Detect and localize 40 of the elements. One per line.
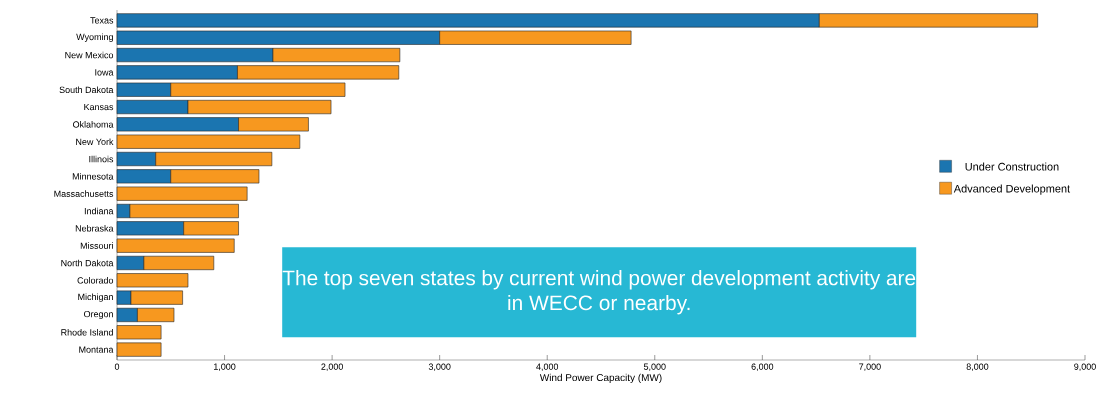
y-tick-label: Oregon <box>83 310 113 320</box>
x-tick-label: 7,000 <box>859 363 881 371</box>
y-tick-label: Missouri <box>80 242 113 249</box>
x-tick-label: 2,000 <box>321 363 343 371</box>
y-tick-label: Texas <box>90 17 114 24</box>
y-tick-label: Nebraska <box>75 225 114 232</box>
y-tick-label: Minnesota <box>72 173 114 180</box>
bar <box>116 134 301 149</box>
bar <box>116 238 235 253</box>
y-tick-label: South Dakota <box>59 86 114 93</box>
bar <box>116 273 189 288</box>
x-tick-label: 6,000 <box>751 363 774 371</box>
y-tick-label: Montana <box>79 346 114 353</box>
y-tick-label: Wyoming <box>76 33 113 42</box>
legend-label: Under Construction <box>965 162 1059 171</box>
x-axis-title: Wind Power Capacity (MW) <box>539 373 662 384</box>
x-tick-label: 3,000 <box>428 363 451 371</box>
bar <box>116 325 162 340</box>
y-tick-label: Rhode Island <box>61 328 113 336</box>
y-tick-label: Massachusetts <box>54 190 114 197</box>
x-tick-label: 4,000 <box>536 363 559 371</box>
y-tick-label: Illinois <box>89 155 114 163</box>
y-tick-label: Kansas <box>84 103 114 111</box>
y-tick-label: Indiana <box>84 207 114 215</box>
x-tick-label: 9,000 <box>1074 363 1096 371</box>
x-tick-label: 1,000 <box>214 363 236 371</box>
y-tick-label: New York <box>76 138 114 145</box>
y-tick-label: North Dakota <box>61 259 114 267</box>
x-tick-label: 5,000 <box>643 363 666 371</box>
legend-label: Advanced Development <box>953 184 1071 195</box>
y-tick-label: Iowa <box>95 69 114 76</box>
bar <box>116 186 248 201</box>
y-tick-label: Michigan <box>78 293 113 302</box>
annotation: The top seven states by current wind power development activity are in WECC or nearby. <box>282 270 916 315</box>
bar <box>116 342 162 357</box>
y-tick-label: Colorado <box>77 277 114 284</box>
x-tick-label: 0 <box>114 363 120 370</box>
x-tick-label: 8,000 <box>966 363 989 371</box>
y-tick-label: Oklahoma <box>73 121 114 128</box>
y-tick-label: New Mexico <box>65 51 114 59</box>
